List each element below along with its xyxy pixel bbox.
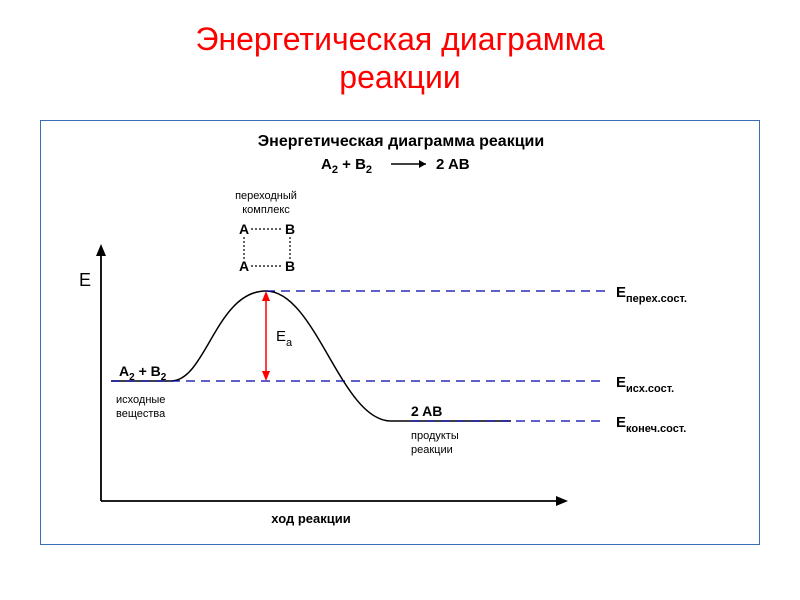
products-formula: 2 AB <box>411 403 442 419</box>
complex-a2: A <box>239 258 249 274</box>
x-axis-label: ход реакции <box>271 511 350 526</box>
complex-b1: B <box>285 221 295 237</box>
e-transition: Eперех.сост. <box>616 284 687 305</box>
slide-title: Энергетическая диаграмма реакции <box>0 0 800 97</box>
slide-title-line1: Энергетическая диаграмма <box>195 21 604 57</box>
transition-label-2: комплекс <box>242 204 290 216</box>
reaction-equation: A2 + B2 2 AB <box>321 156 470 176</box>
activation-arrow-bottom <box>262 371 270 381</box>
activation-label: Ea <box>276 328 293 349</box>
slide-title-line2: реакции <box>339 59 460 95</box>
x-axis-arrow <box>556 496 568 506</box>
eq-b-sub: 2 <box>366 164 372 176</box>
reactants-text1: исходные <box>116 394 165 406</box>
e-initial: Eисх.сост. <box>616 374 674 395</box>
y-axis-label: E <box>79 270 91 290</box>
reactants-text2: вещества <box>116 408 166 420</box>
e-final: Eконеч.сост. <box>616 414 686 435</box>
y-axis-arrow <box>96 244 106 256</box>
eq-right: 2 AB <box>436 156 470 173</box>
eq-a: A <box>321 156 332 173</box>
transition-complex: A B A B <box>239 221 295 274</box>
energy-diagram-svg: Энергетическая диаграмма реакции A2 + B2… <box>41 121 761 546</box>
svg-text:A2 + B2: A2 + B2 <box>321 156 372 176</box>
transition-label-1: переходный <box>235 190 297 202</box>
complex-b2: B <box>285 258 295 274</box>
eq-arrow-head <box>419 160 426 168</box>
activation-arrow-top <box>262 291 270 301</box>
products-text1: продукты <box>411 430 459 442</box>
reactants-formula: A2 + B2 <box>119 363 167 383</box>
products-text2: реакции <box>411 444 453 456</box>
energy-curve <box>111 291 511 421</box>
diagram-heading: Энергетическая диаграмма реакции <box>258 133 544 150</box>
eq-plus: + B <box>338 156 366 173</box>
diagram-frame: Энергетическая диаграмма реакции A2 + B2… <box>40 120 760 545</box>
complex-a1: A <box>239 221 249 237</box>
